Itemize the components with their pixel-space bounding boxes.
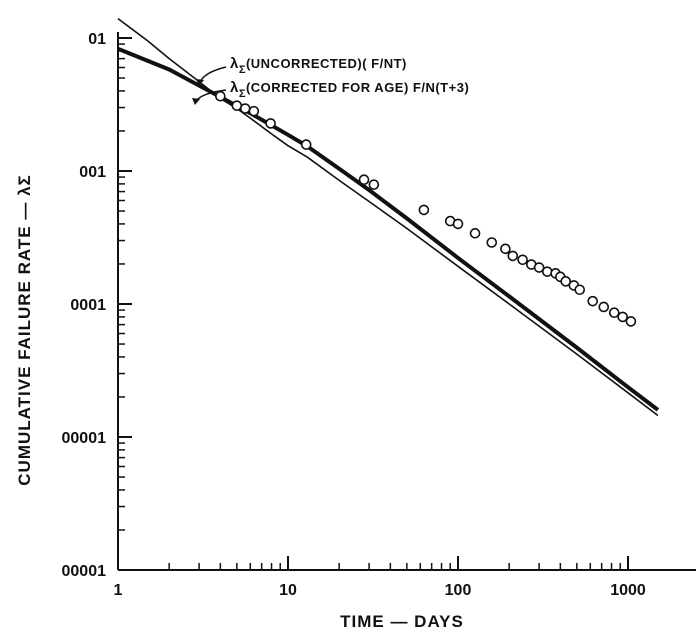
data-point <box>418 204 430 216</box>
plot-axes <box>117 32 696 571</box>
minor-ticks <box>118 43 621 570</box>
x-tick-labels: 1 10 100 1000 <box>114 582 646 599</box>
legend-entry-corrected: λΣ(CORRECTED FOR AGE) F/N(T+3) <box>230 79 469 100</box>
x-tick-label: 1000 <box>610 582 646 599</box>
data-point <box>248 105 260 117</box>
legend-arrowhead-uncorrected <box>196 79 204 86</box>
y-tick-label: 001 <box>79 164 106 181</box>
corrected-rate-line <box>117 46 660 412</box>
series-points <box>215 90 637 327</box>
y-tick-labels: 01 001 0001 00001 00001 <box>62 31 107 580</box>
legend-leader-uncorrected <box>199 66 227 83</box>
data-point <box>486 237 498 248</box>
data-point <box>574 284 586 296</box>
data-point <box>560 276 571 287</box>
data-point <box>215 90 226 102</box>
legend: λΣ(UNCORRECTED)( F/NT) λΣ(CORRECTED FOR … <box>192 55 469 105</box>
data-point <box>452 218 464 230</box>
y-tick-label-origin: 00001 <box>62 563 107 580</box>
data-point <box>239 103 251 114</box>
data-point <box>368 179 380 190</box>
x-tick-label: 10 <box>279 582 297 599</box>
x-tick-label: 1 <box>114 582 123 599</box>
data-point <box>617 311 628 323</box>
data-point <box>517 254 528 266</box>
legend-entry-uncorrected: λΣ(UNCORRECTED)( F/NT) <box>230 55 407 76</box>
uncorrected-rate-line <box>117 17 659 417</box>
x-tick-label: 100 <box>445 582 472 599</box>
major-ticks <box>117 37 629 570</box>
data-point <box>608 307 620 319</box>
legend-arrowhead-corrected <box>192 98 200 105</box>
series-lines <box>117 17 660 417</box>
data-point <box>533 262 545 273</box>
data-point <box>265 118 276 129</box>
data-point <box>469 228 481 239</box>
x-axis-title: TIME — DAYS <box>340 612 464 631</box>
legend-uncorrected-subscript: Σ <box>239 64 246 76</box>
data-point <box>500 243 511 255</box>
legend-corrected-text: (CORRECTED FOR AGE) F/N(T+3) <box>246 80 469 95</box>
data-point <box>587 295 599 307</box>
data-point <box>541 266 553 277</box>
data-point <box>300 139 312 150</box>
y-tick-label: 00001 <box>62 430 107 447</box>
y-tick-label: 0001 <box>70 297 106 314</box>
legend-corrected-subscript: Σ <box>239 88 246 100</box>
data-point <box>507 250 519 262</box>
y-axis-title: CUMULATIVE FAILURE RATE — λΣ <box>15 174 34 485</box>
data-point <box>358 174 370 186</box>
data-point <box>598 301 610 313</box>
data-point <box>625 316 637 327</box>
y-tick-label: 01 <box>88 31 106 48</box>
legend-uncorrected-symbol: λ <box>230 55 239 72</box>
legend-corrected-symbol: λ <box>230 79 239 96</box>
legend-uncorrected-text: (UNCORRECTED)( F/NT) <box>246 56 407 71</box>
